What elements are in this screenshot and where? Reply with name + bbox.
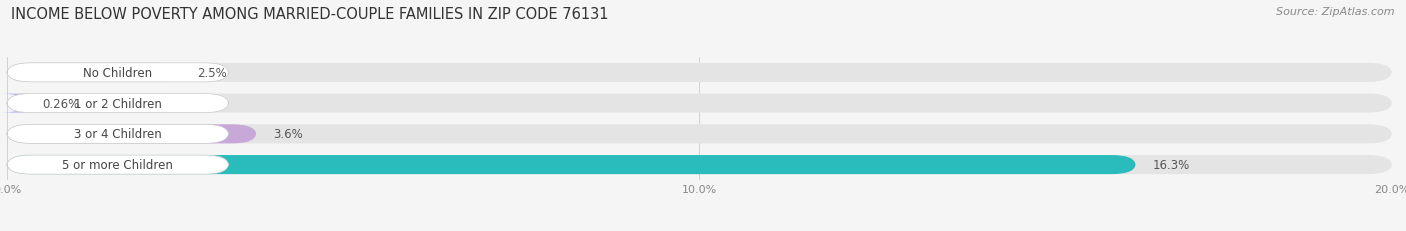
Text: 3.6%: 3.6% (274, 128, 304, 141)
Text: No Children: No Children (83, 67, 152, 79)
FancyBboxPatch shape (7, 155, 229, 174)
FancyBboxPatch shape (1, 94, 31, 113)
FancyBboxPatch shape (7, 64, 180, 82)
FancyBboxPatch shape (7, 64, 229, 82)
Text: 0.26%: 0.26% (42, 97, 80, 110)
Text: 3 or 4 Children: 3 or 4 Children (75, 128, 162, 141)
Text: Source: ZipAtlas.com: Source: ZipAtlas.com (1277, 7, 1395, 17)
Text: 2.5%: 2.5% (197, 67, 228, 79)
FancyBboxPatch shape (7, 155, 1392, 174)
FancyBboxPatch shape (7, 125, 229, 144)
Text: 1 or 2 Children: 1 or 2 Children (75, 97, 162, 110)
Text: 16.3%: 16.3% (1153, 158, 1191, 171)
Text: INCOME BELOW POVERTY AMONG MARRIED-COUPLE FAMILIES IN ZIP CODE 76131: INCOME BELOW POVERTY AMONG MARRIED-COUPL… (11, 7, 609, 22)
FancyBboxPatch shape (7, 94, 229, 113)
Text: 5 or more Children: 5 or more Children (62, 158, 173, 171)
FancyBboxPatch shape (7, 94, 1392, 113)
FancyBboxPatch shape (7, 125, 256, 144)
FancyBboxPatch shape (7, 125, 1392, 144)
FancyBboxPatch shape (7, 155, 1136, 174)
FancyBboxPatch shape (7, 64, 1392, 82)
